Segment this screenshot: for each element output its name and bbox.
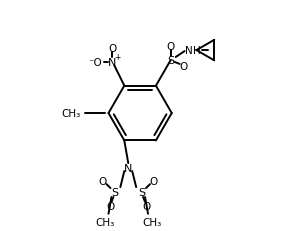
Text: S: S [139, 187, 146, 197]
Text: O: O [142, 201, 150, 211]
Text: N: N [185, 46, 192, 56]
Text: ⁻O: ⁻O [89, 58, 103, 67]
Text: S: S [167, 56, 174, 66]
Text: H: H [193, 46, 200, 56]
Text: CH₃: CH₃ [142, 217, 162, 227]
Text: O: O [179, 62, 188, 72]
Text: CH₃: CH₃ [95, 217, 114, 227]
Text: +: + [114, 53, 121, 62]
Text: O: O [108, 44, 117, 54]
Text: S: S [111, 187, 118, 197]
Text: O: O [167, 42, 175, 52]
Text: O: O [106, 201, 115, 211]
Text: N: N [108, 58, 117, 67]
Text: N: N [124, 163, 133, 173]
Text: O: O [150, 176, 158, 186]
Text: CH₃: CH₃ [61, 109, 81, 119]
Text: O: O [98, 176, 107, 186]
